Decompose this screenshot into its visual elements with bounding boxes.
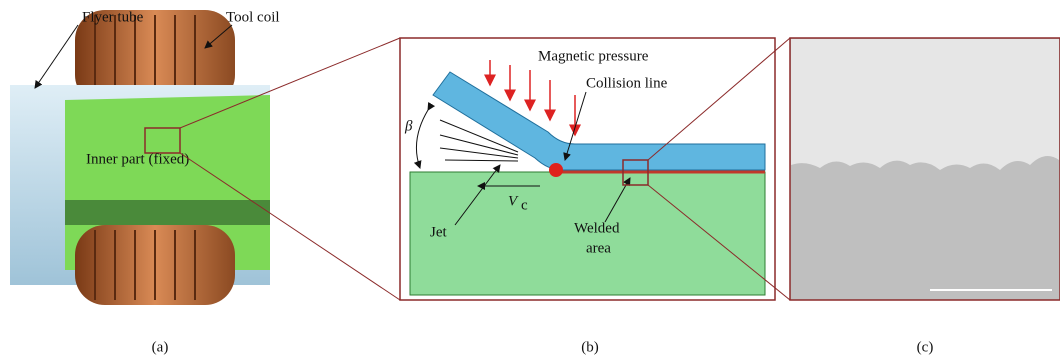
label: Magnetic pressure xyxy=(538,48,649,64)
panel-a: Flyer tube Tool coil Inner part (fixed) … xyxy=(10,9,280,355)
figure: Flyer tube Tool coil Inner part (fixed) … xyxy=(0,0,1060,363)
collision-point xyxy=(549,163,563,177)
label: Inner part (fixed) xyxy=(86,151,189,167)
caption: (b) xyxy=(581,339,599,355)
label: Jet xyxy=(430,224,447,240)
caption: (c) xyxy=(917,339,934,355)
inner-part xyxy=(65,95,270,200)
caption: (a) xyxy=(152,339,169,355)
inner-part-section xyxy=(65,200,270,225)
label: Welded xyxy=(574,220,620,236)
label: β xyxy=(404,118,413,134)
label: Tool coil xyxy=(226,9,280,25)
label: Collision line xyxy=(586,75,668,91)
label: Flyer tube xyxy=(82,9,144,25)
panel-b: Magnetic pressure Collision line β Jet V… xyxy=(400,38,775,355)
flyer-material xyxy=(791,39,1059,170)
panel-c: (c) xyxy=(790,38,1060,355)
label: area xyxy=(586,240,611,256)
pointer xyxy=(35,25,78,88)
label: c xyxy=(521,197,528,213)
